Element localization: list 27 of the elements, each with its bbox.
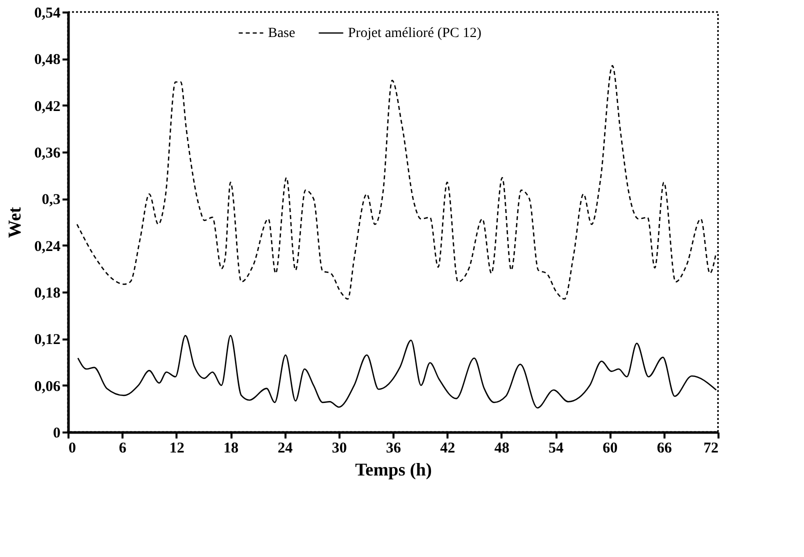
- y-tick-label: 0,54: [34, 6, 61, 22]
- y-tick-label: 0,42: [34, 98, 60, 115]
- x-tick-label: 6: [118, 440, 127, 456]
- y-axis-title: Wet: [4, 207, 24, 238]
- y-tick-label: 0,12: [34, 332, 60, 348]
- x-tick-label: 0: [68, 440, 76, 456]
- x-axis-title: Temps (h): [355, 460, 432, 480]
- x-tick-label: 66: [656, 440, 672, 456]
- x-tick-label: 18: [224, 440, 238, 456]
- x-tick-label: 48: [494, 440, 510, 456]
- x-tick-label: 36: [386, 440, 402, 456]
- legend-label: Base: [268, 26, 296, 41]
- y-tick-label: 0,36: [34, 146, 61, 162]
- x-tick-label: 24: [278, 440, 294, 456]
- legend-label: Projet amélioré (PC 12): [348, 26, 482, 41]
- y-tick-label: 0,24: [34, 238, 61, 255]
- x-tick-label: 12: [169, 440, 184, 456]
- x-tick-label: 30: [332, 440, 347, 456]
- x-tick-label: 42: [440, 440, 456, 456]
- y-tick-label: 0,3: [42, 192, 60, 208]
- x-tick-label: 54: [548, 440, 564, 456]
- y-tick-label: 0,18: [34, 286, 60, 302]
- y-tick-label: 0,06: [34, 378, 61, 395]
- x-tick-label: 72: [704, 440, 718, 456]
- y-tick-label: 0,48: [34, 52, 60, 68]
- y-tick-label: 0: [53, 426, 60, 442]
- x-tick-label: 60: [602, 440, 618, 456]
